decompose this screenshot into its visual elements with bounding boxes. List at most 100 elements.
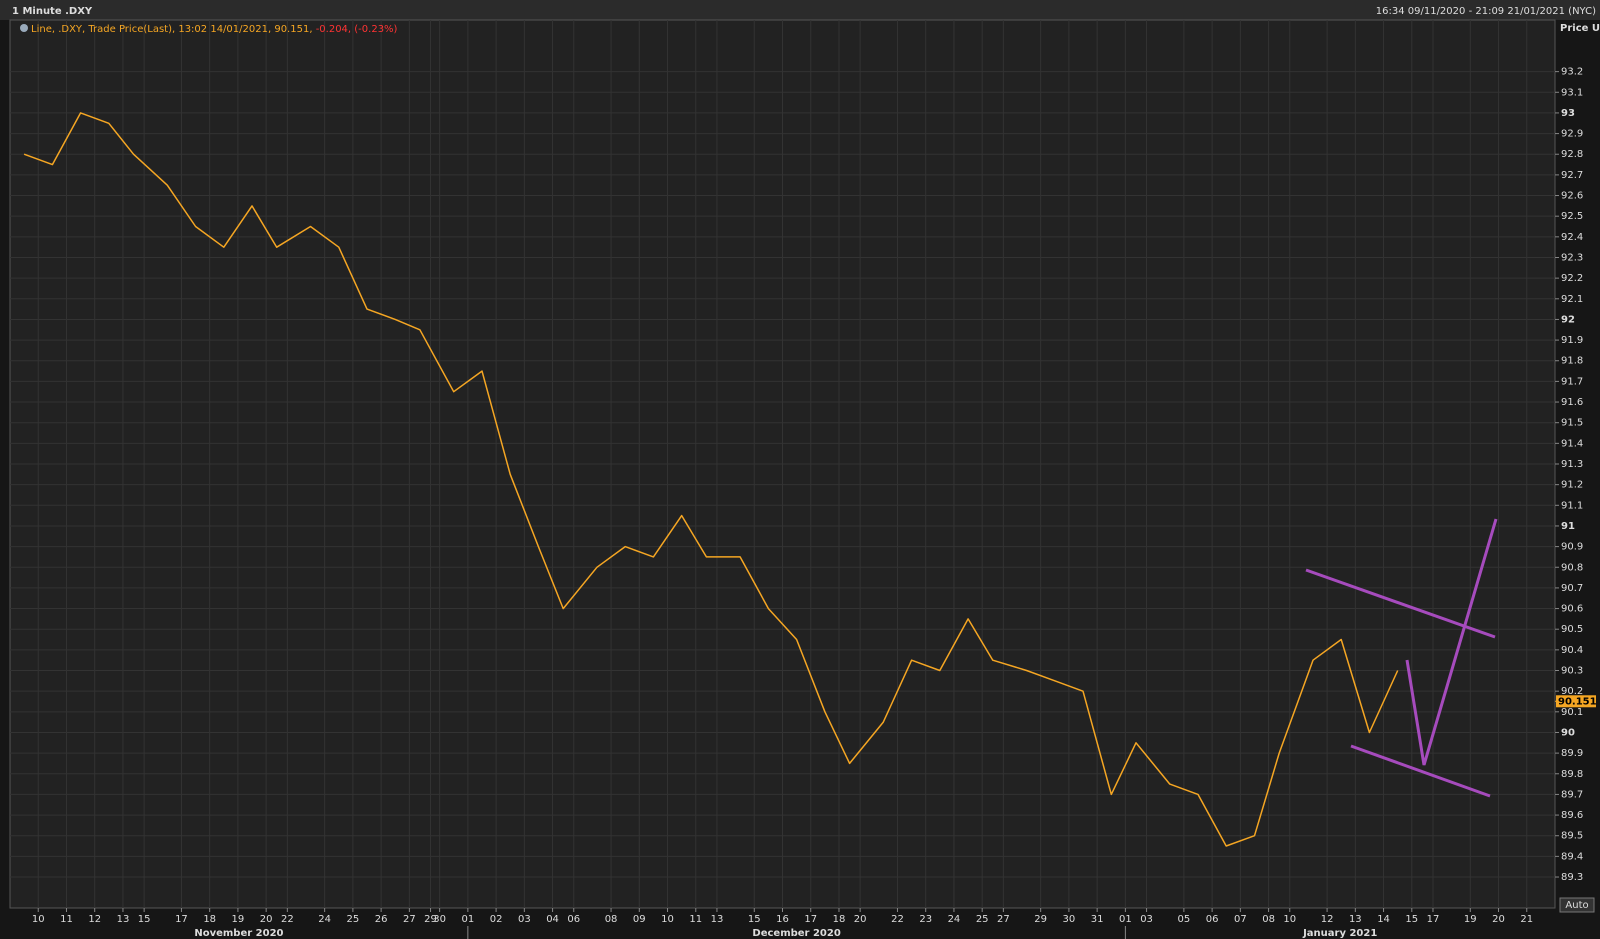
y-tick-label: 89.4 xyxy=(1561,851,1583,862)
x-tick-label: 08 xyxy=(605,914,618,925)
y-tick-label: 90.2 xyxy=(1561,686,1583,697)
month-label: December 2020 xyxy=(752,928,840,939)
x-tick-label: 03 xyxy=(1140,914,1153,925)
y-tick-label: 92.5 xyxy=(1561,211,1583,222)
projection-arrow xyxy=(1405,518,1498,766)
x-tick-label: 14 xyxy=(1377,914,1390,925)
x-tick-label: 19 xyxy=(232,914,245,925)
y-tick-label: 92.1 xyxy=(1561,294,1583,305)
x-tick-label: 30 xyxy=(1063,914,1076,925)
x-tick-label: 24 xyxy=(318,914,331,925)
y-tick-label: 90 xyxy=(1561,727,1575,738)
x-tick-label: 10 xyxy=(1283,914,1296,925)
y-tick-label: 93.2 xyxy=(1561,67,1583,78)
x-tick-label: 19 xyxy=(1464,914,1477,925)
y-tick-label: 92 xyxy=(1561,314,1575,325)
x-tick-label: 20 xyxy=(854,914,867,925)
x-tick-label: 27 xyxy=(997,914,1010,925)
x-tick-label: 20 xyxy=(1492,914,1505,925)
x-tick-label: 30 xyxy=(433,914,446,925)
y-tick-label: 91.1 xyxy=(1561,500,1583,511)
x-tick-label: 17 xyxy=(175,914,188,925)
x-tick-label: 24 xyxy=(948,914,961,925)
x-tick-label: 25 xyxy=(976,914,989,925)
y-tick-label: 92.4 xyxy=(1561,232,1583,243)
legend: Line, .DXY, Trade Price(Last), 13:02 14/… xyxy=(31,24,398,35)
x-tick-label: 13 xyxy=(1349,914,1362,925)
x-tick-label: 10 xyxy=(32,914,45,925)
y-tick-label: 89.3 xyxy=(1561,872,1583,883)
x-tick-label: 27 xyxy=(403,914,416,925)
x-tick-label: 31 xyxy=(1091,914,1104,925)
x-tick-label: 15 xyxy=(748,914,761,925)
y-tick-label: 91.4 xyxy=(1561,438,1583,449)
x-tick-label: 17 xyxy=(804,914,817,925)
x-tick-label: 21 xyxy=(1520,914,1533,925)
y-tick-label: 91.7 xyxy=(1561,376,1583,387)
y-tick-label: 92.7 xyxy=(1561,170,1583,181)
y-tick-label: 91.8 xyxy=(1561,356,1583,367)
x-tick-label: 02 xyxy=(490,914,503,925)
last-price-tag xyxy=(1556,695,1596,708)
x-tick-label: 12 xyxy=(88,914,101,925)
x-tick-label: 07 xyxy=(1234,914,1247,925)
y-tick-label: 89.6 xyxy=(1561,810,1583,821)
y-axis-label: Price USD xyxy=(1560,23,1600,34)
x-tick-label: 12 xyxy=(1321,914,1334,925)
y-tick-label: 90.5 xyxy=(1561,624,1583,635)
x-tick-label: 11 xyxy=(60,914,73,925)
y-tick-label: 92.8 xyxy=(1561,149,1583,160)
x-tick-label: 26 xyxy=(375,914,388,925)
x-tick-label: 18 xyxy=(203,914,216,925)
y-tick-label: 93.1 xyxy=(1561,87,1583,98)
y-tick-label: 89.9 xyxy=(1561,748,1583,759)
x-tick-label: 01 xyxy=(461,914,474,925)
y-tick-label: 89.7 xyxy=(1561,789,1583,800)
y-tick-label: 92.2 xyxy=(1561,273,1583,284)
y-tick-label: 91.3 xyxy=(1561,459,1583,470)
legend-text: Line, .DXY, Trade Price(Last), 13:02 14/… xyxy=(31,24,316,35)
legend-icon xyxy=(20,24,28,32)
x-tick-label: 11 xyxy=(689,914,702,925)
x-tick-label: 20 xyxy=(260,914,273,925)
trend-line xyxy=(1350,744,1491,798)
y-tick-label: 93 xyxy=(1561,108,1575,119)
x-tick-label: 09 xyxy=(633,914,646,925)
y-tick-label: 89.5 xyxy=(1561,831,1583,842)
x-tick-label: 22 xyxy=(281,914,294,925)
auto-label[interactable]: Auto xyxy=(1565,900,1588,911)
y-tick-label: 91.6 xyxy=(1561,397,1583,408)
auto-button[interactable] xyxy=(1559,897,1595,913)
y-tick-label: 90.1 xyxy=(1561,707,1583,718)
y-tick-label: 89.8 xyxy=(1561,769,1583,780)
x-tick-label: 06 xyxy=(567,914,580,925)
grid xyxy=(10,20,1555,908)
y-tick-label: 92.3 xyxy=(1561,252,1583,263)
y-tick-label: 90.7 xyxy=(1561,583,1583,594)
chart-title: 1 Minute .DXY xyxy=(12,6,93,17)
marks xyxy=(23,112,1399,847)
y-tick-label: 90.6 xyxy=(1561,604,1583,615)
x-tick-label: 13 xyxy=(117,914,130,925)
x-tick-label: 05 xyxy=(1178,914,1191,925)
y-tick-label: 90.8 xyxy=(1561,562,1583,573)
y-tick-label: 91 xyxy=(1561,521,1575,532)
x-tick-label: 10 xyxy=(661,914,674,925)
y-tick-label: 90.3 xyxy=(1561,666,1583,677)
x-tick-label: 22 xyxy=(891,914,904,925)
x-tick-label: 13 xyxy=(711,914,724,925)
x-tick-label: 15 xyxy=(1405,914,1418,925)
y-tick-label: 91.2 xyxy=(1561,480,1583,491)
x-tick-label: 03 xyxy=(518,914,531,925)
y-tick-label: 90.4 xyxy=(1561,645,1583,656)
x-tick-label: 17 xyxy=(1427,914,1440,925)
y-tick-label: 91.5 xyxy=(1561,418,1583,429)
y-tick-label: 91.9 xyxy=(1561,335,1583,346)
month-label: November 2020 xyxy=(194,928,283,939)
y-tick-label: 90.9 xyxy=(1561,542,1583,553)
x-tick-label: 23 xyxy=(919,914,932,925)
last-price-label: 90.151 xyxy=(1558,696,1597,707)
x-tick-label: 16 xyxy=(776,914,789,925)
y-tick-label: 92.6 xyxy=(1561,191,1583,202)
